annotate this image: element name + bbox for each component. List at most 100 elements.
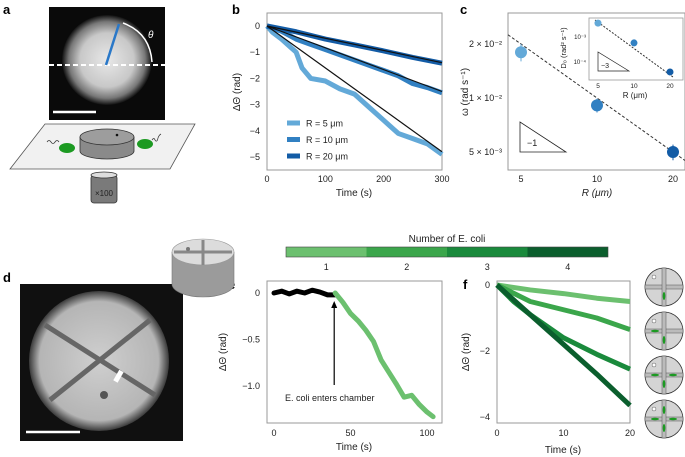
marker-dot [651, 274, 657, 280]
objective-magnification: ×100 [95, 189, 114, 198]
inset-x-axis-label: R (μm) [623, 91, 648, 100]
channel [661, 355, 667, 395]
y-tick-label: 2 × 10⁻² [469, 39, 502, 49]
y-tick-label: 1 × 10⁻² [469, 93, 502, 103]
bacterium-icon [662, 336, 666, 344]
y-tick-label: −1 [250, 47, 260, 57]
chart-c: 5 10 20 2 × 10⁻² 1 × 10⁻² 5 × 10⁻³ R (μm) ω (ra… [460, 12, 685, 199]
channel [661, 311, 667, 351]
chamber-3d-icon [171, 238, 235, 298]
marker-dot [651, 406, 657, 412]
fit-line [266, 25, 443, 64]
legend-label: R = 20 μm [306, 152, 348, 162]
chart-e: 0 50 100 0 −0.5 −1.0 Time (s) ΔΘ (rad) E. coli e… [218, 280, 443, 453]
x-tick-label: 100 [419, 428, 434, 438]
inset-y-tick-label: 10⁻³ [574, 35, 586, 41]
chamber-bacteria-icon [644, 355, 684, 395]
legend-label: R = 10 μm [306, 135, 348, 145]
x-tick-label: 200 [376, 174, 391, 184]
channel [661, 267, 667, 307]
axes-frame [266, 280, 443, 424]
objective-icon: ×100 [90, 171, 118, 204]
y-tick-label: 0 [485, 280, 490, 290]
inset-y-tick-label: 10⁻⁴ [574, 59, 587, 66]
x-axis-label: Time (s) [336, 442, 372, 453]
bacterium-icon [137, 139, 153, 149]
slope-triangle [519, 121, 568, 153]
bacterium-icon [669, 373, 677, 377]
inset-x-tick-label: 5 [596, 83, 600, 90]
x-tick-label: 5 [518, 174, 523, 184]
x-axis-label: R (μm) [582, 188, 612, 199]
panel-label-b: b [232, 2, 240, 17]
chart-f: 0 10 20 0 −2 −4 Time (s) ΔΘ (rad) [461, 267, 684, 456]
x-tick-label: 0 [494, 428, 499, 438]
inset-data-point [594, 19, 602, 27]
x-tick-label: 10 [558, 428, 568, 438]
colorbar-segment [447, 247, 528, 257]
inset-slope-triangle [597, 51, 631, 72]
chart-b: 0 −1 −2 −3 −4 −5 0 100 200 300 Time (s) ΔΘ (rad) R =… [232, 12, 450, 199]
channel [661, 399, 667, 439]
x-tick-label: 50 [345, 428, 355, 438]
theta-label: θ [148, 30, 154, 41]
y-tick-label: −1.0 [242, 381, 260, 391]
legend-label: R = 5 μm [306, 119, 343, 129]
series-line [271, 287, 338, 298]
axes-frame [496, 280, 631, 424]
inset-fit-line [594, 19, 674, 78]
bacterium-icon [662, 406, 666, 414]
x-tick-label: 300 [434, 174, 449, 184]
colorbar-title: Number of E. coli [409, 234, 486, 245]
colorbar-segment [527, 247, 608, 257]
y-tick-label: 0 [255, 288, 260, 298]
chamber-bacteria-icon [644, 399, 684, 439]
colorbar: Number of E. coli 1 2 3 4 [285, 234, 609, 272]
marker-dot [651, 362, 657, 368]
y-tick-label: 5 × 10⁻³ [469, 147, 502, 157]
colorbar-segment [366, 247, 447, 257]
x-tick-label: 20 [668, 174, 678, 184]
x-axis-label: Time (s) [336, 188, 372, 199]
bacterium-icon [669, 417, 677, 421]
series-line [495, 283, 632, 408]
y-tick-label: −3 [250, 100, 260, 110]
x-tick-label: 100 [318, 174, 333, 184]
bacterium-icon [59, 143, 75, 153]
y-tick-label: −4 [250, 126, 260, 136]
data-point [667, 146, 679, 158]
chamber-bacteria-icon [644, 267, 684, 307]
panel-label-f: f [463, 277, 468, 292]
slope-label: −1 [527, 138, 537, 148]
x-tick-label: 10 [592, 174, 602, 184]
axes-frame [507, 12, 685, 171]
fit-line [266, 25, 443, 153]
y-axis-label: ΔΘ (rad) [218, 333, 229, 371]
colorbar-frame [285, 246, 609, 258]
series-line [496, 282, 631, 304]
arrowhead-icon [331, 301, 338, 308]
y-tick-label: −5 [250, 152, 260, 162]
x-tick-label: 0 [264, 174, 269, 184]
y-tick-label: −2 [480, 346, 490, 356]
x-tick-label: 0 [271, 428, 276, 438]
fit-line [507, 34, 685, 161]
series-line [265, 24, 444, 157]
x-axis-label: Time (s) [545, 445, 581, 456]
fit-line [266, 25, 443, 93]
bacterium-icon [662, 380, 666, 388]
marker-dot [651, 318, 657, 324]
panel-label-d: d [3, 270, 11, 285]
colorbar-tick-label: 1 [324, 262, 329, 272]
colorbar-segment [286, 247, 367, 257]
inset-y-axis-label: D₀ (rad² s⁻¹) [559, 27, 568, 69]
colorbar-tick-label: 2 [404, 262, 409, 272]
y-tick-label: −0.5 [242, 335, 260, 345]
colorbar-tick-label: 3 [485, 262, 490, 272]
annotation-label: E. coli enters chamber [285, 393, 375, 403]
bacterium-icon [651, 329, 659, 333]
angle-arrow-icon [122, 22, 153, 63]
x-tick-label: 20 [625, 428, 635, 438]
bacterium-icon [662, 292, 666, 300]
